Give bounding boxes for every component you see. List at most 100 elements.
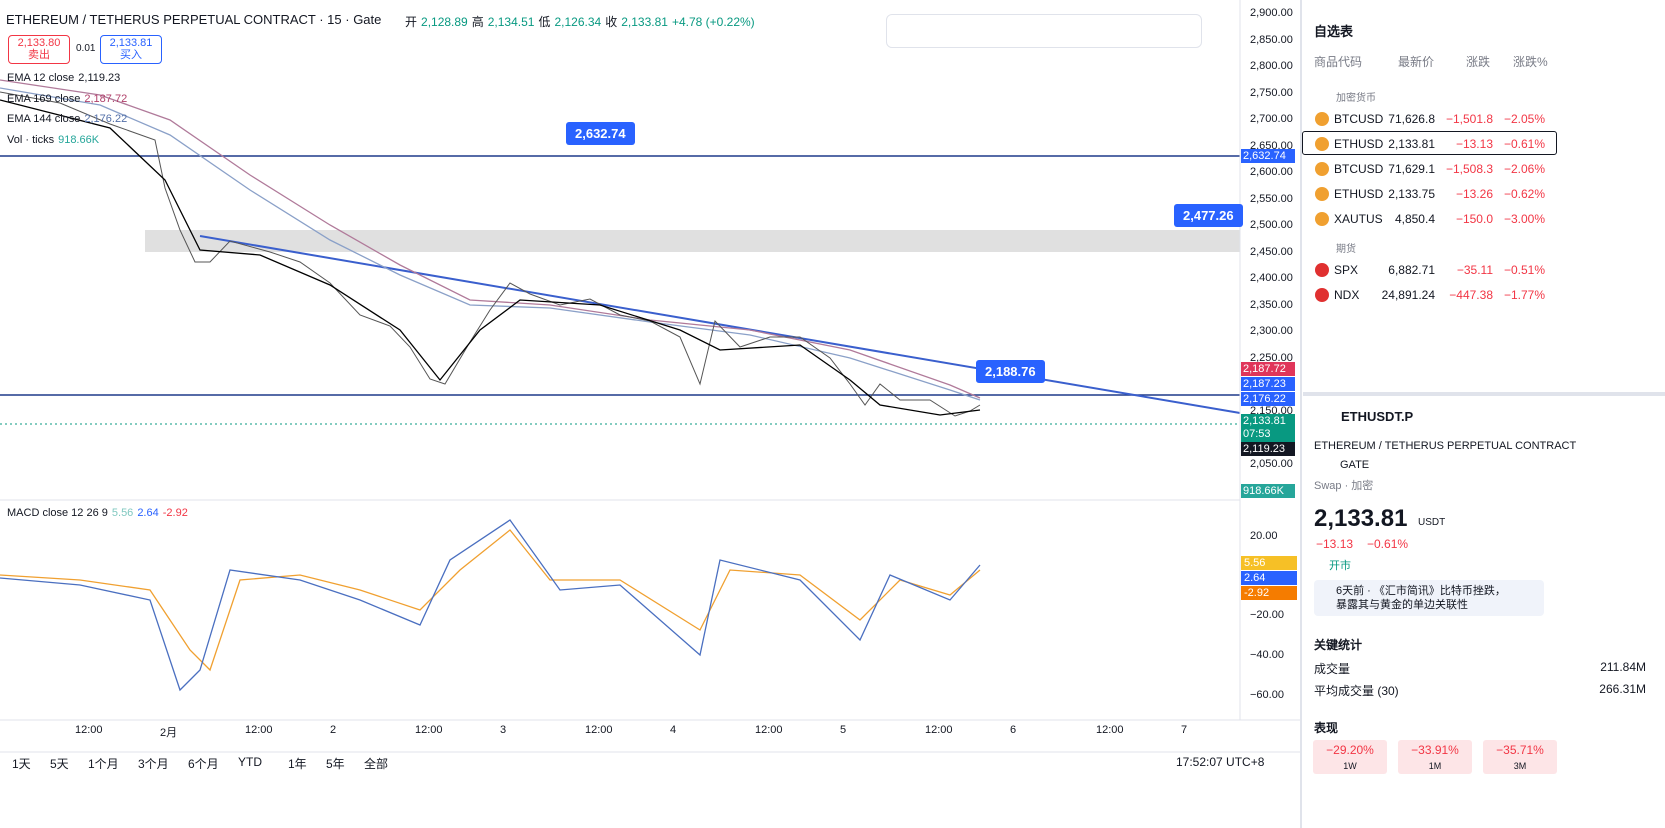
time-tick: 12:00	[1096, 724, 1124, 736]
sell-button[interactable]: 2,133.80 卖出	[8, 35, 70, 64]
zone	[145, 230, 1240, 252]
price-badge: 2,176.22	[1241, 392, 1295, 406]
buy-button[interactable]: 2,133.81 买入	[100, 35, 162, 64]
symbol-icon	[1315, 187, 1329, 201]
detail-change: −13.13	[1316, 537, 1354, 551]
news: 6天前 · 《汇市简讯》比特币挫跌，暴露其与黄金的单边关联性	[1336, 585, 1506, 611]
price-tick: 2,300.00	[1250, 325, 1293, 337]
perf-value: −29.20%	[1326, 743, 1374, 757]
indicator: EMA 12 close 2,119.23	[7, 72, 124, 84]
ohlc-value: 2,134.51	[487, 15, 535, 29]
period: 6个月	[188, 757, 219, 771]
detail-name: ETHEREUM / TETHERUS PERPETUAL CONTRACT	[1314, 440, 1577, 452]
price-tick: 2,500.00	[1250, 219, 1293, 231]
buy-price: 2,133.81	[109, 37, 153, 49]
stats-title: 关键统计	[1314, 638, 1363, 652]
last: 71,629.1	[1388, 162, 1435, 176]
col-head: 涨跌%	[1513, 55, 1548, 69]
macd-tick: 20.00	[1250, 530, 1278, 542]
period: 1个月	[88, 757, 119, 771]
drawing-toolbar[interactable]	[886, 14, 1202, 48]
macd-tick: −20.00	[1250, 609, 1284, 621]
chg-pct: −2.06%	[1503, 162, 1545, 176]
stat-name: 平均成交量 (30)	[1314, 684, 1399, 698]
indicator: EMA 144 close 2,176.22	[7, 113, 131, 125]
selected-row	[1302, 131, 1557, 155]
last: 24,891.24	[1381, 288, 1435, 302]
time-tick: 4	[670, 724, 677, 736]
price-badge: 2,119.23	[1241, 442, 1295, 456]
period: 全部	[364, 757, 389, 771]
price-tick: 2,800.00	[1250, 60, 1293, 72]
price-tick: 2,700.00	[1250, 113, 1293, 125]
indicator: EMA 169 close 2,187.72	[7, 93, 131, 105]
detail-status: 开市	[1329, 560, 1351, 572]
macd-value: 2.64	[137, 507, 159, 519]
callout: 2,632.74	[566, 122, 635, 145]
symbol-icon	[1315, 162, 1329, 176]
period: YTD	[238, 755, 262, 769]
chg-pct: −0.62%	[1503, 187, 1545, 201]
last: 4,850.4	[1394, 212, 1435, 226]
symbol-icon	[1315, 137, 1329, 151]
symbol: NDX	[1334, 288, 1360, 302]
buy-label: 买入	[120, 49, 142, 61]
indicator-value: 918.66K	[58, 133, 100, 146]
ohlc-value: 2,126.34	[554, 15, 602, 29]
macd-line	[0, 519, 981, 692]
chart	[0, 0, 1300, 753]
period: 5年	[326, 757, 345, 771]
symbol: XAUTUS	[1334, 212, 1383, 226]
clock: 17:52:07 UTC+8	[1176, 755, 1265, 769]
symbol-icon	[1315, 263, 1329, 277]
sell-label: 卖出	[28, 49, 50, 61]
perf-card	[1398, 740, 1472, 774]
price-tick: 2,850.00	[1250, 33, 1293, 46]
perf-value: −35.71%	[1496, 743, 1544, 757]
period: 1年	[288, 757, 307, 771]
time-tick: 5	[840, 724, 847, 736]
symbol: ETHUSD	[1334, 187, 1384, 201]
indicator-name: EMA 169 close	[7, 92, 81, 105]
price-tick: 2,450.00	[1250, 245, 1293, 258]
chg-pct: −1.77%	[1503, 288, 1545, 302]
macd-badge: -2.92	[1241, 586, 1297, 600]
price-tick: 2,150.00	[1250, 404, 1293, 417]
ohlc-key: 低	[538, 15, 551, 29]
time-tick: 12:00	[925, 724, 953, 736]
stat-name: 成交量	[1314, 662, 1351, 676]
section: 期货	[1336, 244, 1356, 255]
last: 2,133.81	[1388, 137, 1435, 151]
chg-pct: −3.00%	[1503, 212, 1545, 226]
stat-value: 266.31M	[1599, 682, 1646, 696]
price-badge: 918.66K	[1241, 484, 1295, 498]
symbol: SPX	[1334, 263, 1359, 277]
ohlc-key: 收	[605, 15, 618, 29]
time-tick: 2月	[160, 727, 178, 739]
ema-144	[0, 87, 981, 401]
price-tick: 2,750.00	[1250, 86, 1293, 99]
ohlc-value: 2,128.89	[421, 15, 468, 29]
time-tick: 12:00	[415, 724, 443, 736]
perf-label: 1M	[1428, 761, 1442, 771]
macd-badge: 5.56	[1241, 556, 1297, 570]
col-head: 商品代码	[1314, 55, 1363, 69]
ema-12	[0, 99, 981, 416]
symbol-icon	[1315, 212, 1329, 226]
ema-169	[0, 79, 981, 399]
trend-line	[199, 235, 1241, 414]
chg-pct: −2.05%	[1503, 112, 1545, 126]
macd-value: -2.92	[162, 507, 188, 519]
indicator-value: 2,187.72	[84, 92, 128, 105]
price-tick: 2,050.00	[1250, 457, 1293, 470]
spread: 0.01	[76, 43, 96, 54]
period: 3个月	[138, 757, 169, 771]
indicator-name: Vol · ticks	[7, 133, 55, 146]
macd-signal	[0, 529, 981, 672]
price-tick: 2,550.00	[1250, 192, 1293, 205]
chg-pct: −0.51%	[1503, 263, 1545, 277]
chg: −447.38	[1449, 288, 1493, 302]
period: 5天	[50, 757, 69, 771]
chg: −150.0	[1455, 212, 1493, 226]
